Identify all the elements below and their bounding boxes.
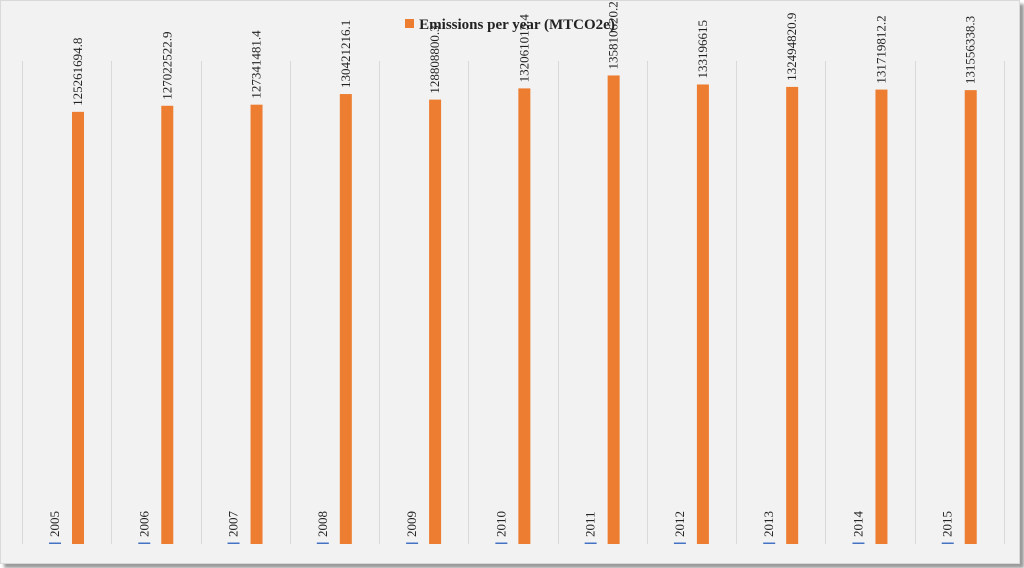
data-label-emissions-2009: 128808800.3	[427, 25, 442, 93]
data-label-emissions-2008: 130421216.1	[338, 20, 353, 88]
bar-year-2015	[941, 542, 954, 544]
legend-label-emissions: Emissions per year (MTCO2e)	[419, 17, 615, 33]
bar-year-2011	[584, 542, 597, 544]
bar-emissions-2007	[250, 104, 263, 545]
data-label-emissions-2005: 125261694.8	[70, 38, 85, 106]
bar-year-2009	[406, 542, 419, 544]
bar-year-2008	[316, 542, 329, 544]
bar-emissions-2015	[964, 90, 977, 545]
data-label-emissions-2011: 135810620.2	[606, 1, 621, 69]
data-label-emissions-2010: 132061013.4	[516, 14, 531, 83]
chart-legend: Emissions per year (MTCO2e)	[1, 17, 1019, 34]
legend-swatch-emissions	[405, 19, 415, 28]
data-label-year-2009: 2009	[404, 511, 419, 537]
bar-year-2006	[138, 542, 151, 544]
data-label-year-2014: 2014	[850, 511, 865, 538]
bar-emissions-2011	[607, 75, 620, 544]
data-label-emissions-2014: 131719812.2	[873, 15, 888, 83]
data-label-emissions-2015: 131556338.3	[963, 16, 978, 84]
data-label-emissions-2006: 127022522.9	[159, 32, 174, 100]
bar-year-2005	[49, 542, 61, 544]
data-label-emissions-2007: 127341481.4	[249, 30, 264, 99]
data-label-year-2007: 2007	[226, 511, 241, 538]
data-label-emissions-2013: 132494820.9	[784, 13, 799, 81]
data-label-emissions-2012: 133196615	[695, 20, 710, 79]
bar-emissions-2006	[161, 105, 174, 545]
bar-emissions-2010	[518, 88, 531, 545]
data-label-year-2013: 2013	[761, 511, 776, 537]
bar-year-2012	[673, 542, 686, 544]
bar-year-2010	[495, 542, 508, 544]
data-label-year-2008: 2008	[315, 511, 330, 537]
bar-emissions-2013	[786, 86, 799, 544]
data-label-year-2010: 2010	[493, 511, 508, 537]
bar-year-2013	[763, 542, 776, 544]
data-label-year-2012: 2012	[672, 511, 687, 537]
bar-emissions-2008	[339, 94, 352, 544]
bar-year-2007	[227, 542, 240, 544]
data-label-year-2015: 2015	[940, 511, 955, 537]
data-label-year-2005: 2005	[47, 511, 62, 537]
bar-emissions-2009	[429, 99, 442, 544]
bar-emissions-2014	[875, 89, 888, 544]
bar-year-2014	[852, 542, 865, 544]
bar-emissions-2005	[72, 111, 84, 544]
data-label-year-2011: 2011	[583, 511, 598, 537]
bar-emissions-2012	[696, 84, 709, 544]
data-label-year-2006: 2006	[136, 511, 151, 538]
